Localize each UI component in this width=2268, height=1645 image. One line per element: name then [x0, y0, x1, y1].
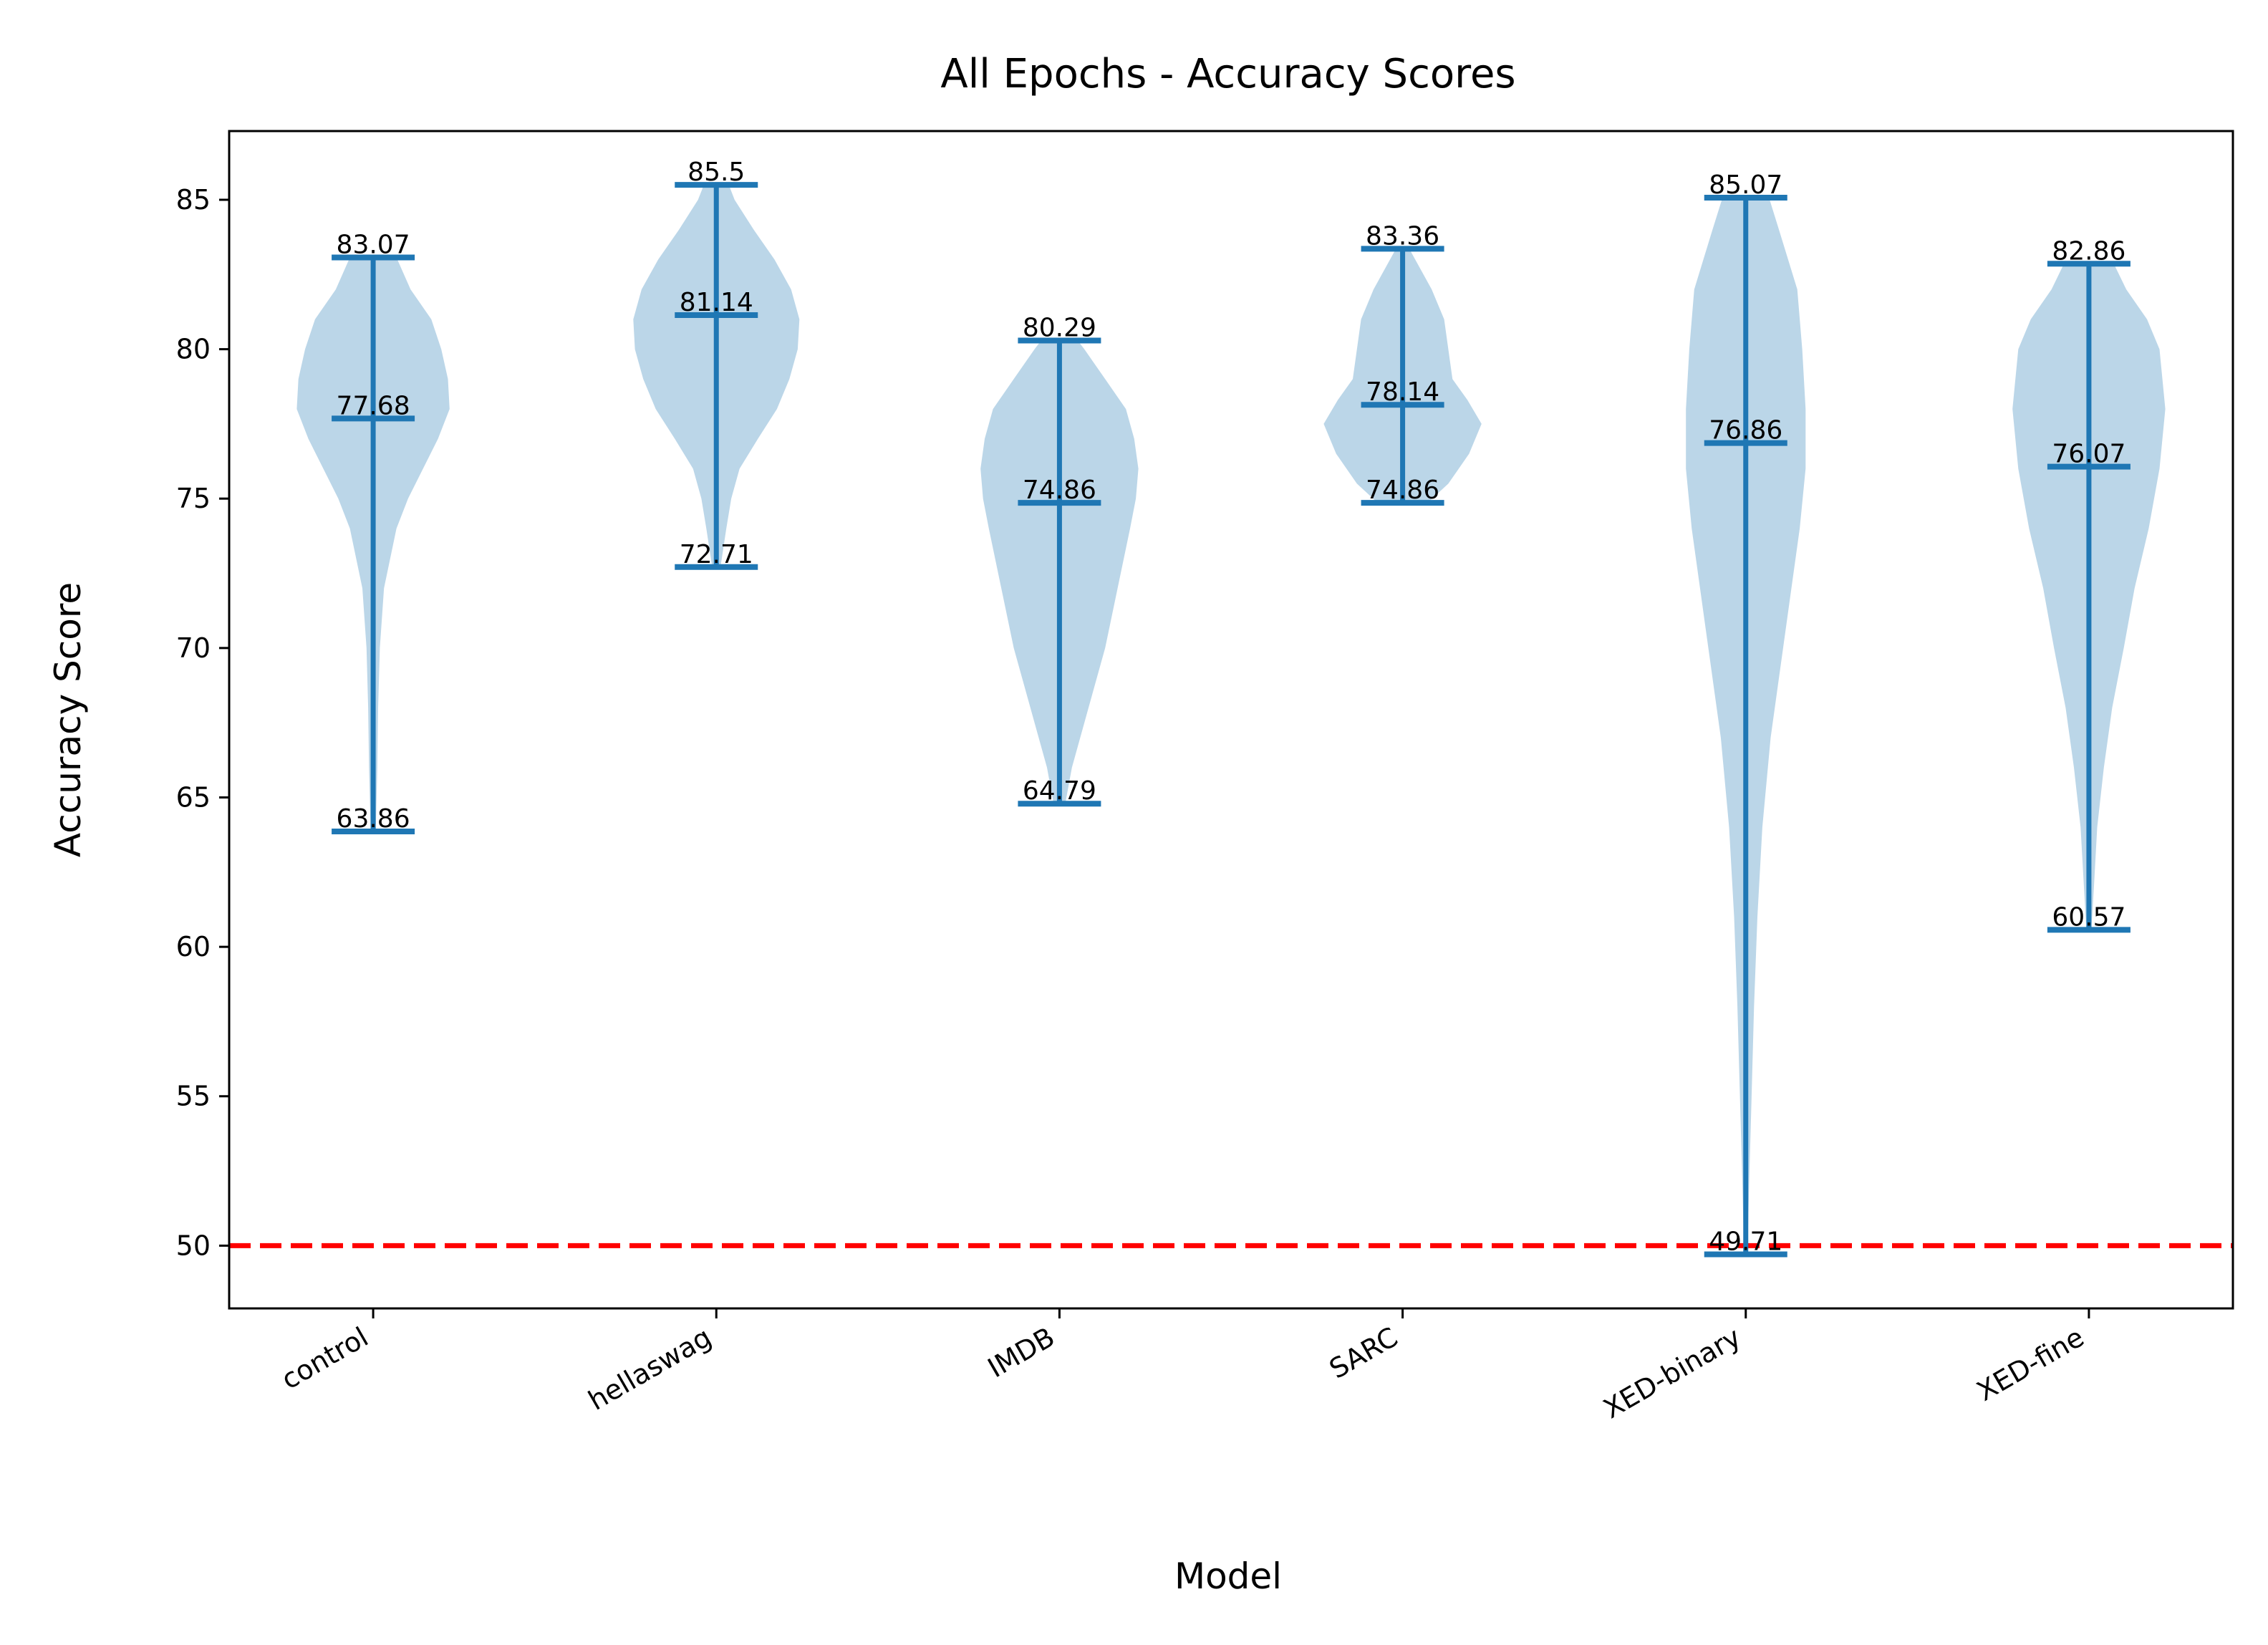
data-label-max: 83.36: [1366, 221, 1439, 251]
y-tick-label: 55: [176, 1081, 211, 1112]
violin-imdb: 80.29 74.86 64.79: [980, 313, 1139, 807]
data-label-max: 83.07: [337, 231, 410, 260]
y-axis-label: Accuracy Score: [47, 582, 89, 857]
x-tick-label: hellaswag: [583, 1321, 717, 1417]
y-tick-label: 70: [176, 632, 211, 664]
y-tick-label: 50: [176, 1230, 211, 1261]
data-label-median: 81.14: [680, 288, 753, 317]
plot-frame: [228, 130, 2234, 1310]
violin-control: 83.07 77.68 63.86: [296, 231, 450, 835]
data-label-median: 76.86: [1709, 416, 1782, 445]
data-label-max: 85.07: [1709, 170, 1782, 200]
violin-xed-binary: 85.07 76.86 49.71: [1686, 170, 1806, 1258]
data-label-max: 85.5: [687, 158, 745, 187]
violin-sarc: 83.36 78.14 74.86: [1323, 221, 1482, 506]
plot-area: 83.07 77.68 63.86 85.5 81.14 72.71 80.29 74.86 6…: [176, 130, 2234, 1425]
data-label-median: 74.86: [1023, 476, 1096, 505]
data-label-min: 63.86: [337, 804, 410, 834]
data-label-max: 80.29: [1023, 313, 1096, 342]
violin-xed-fine: 82.86 76.07 60.57: [2012, 236, 2166, 933]
data-label-min: 64.79: [1023, 776, 1096, 806]
data-label-min: 74.86: [1366, 476, 1439, 505]
x-tick-label: IMDB: [983, 1321, 1060, 1384]
chart-title: All Epochs - Accuracy Scores: [940, 51, 1515, 97]
y-tick-label: 60: [176, 931, 211, 963]
y-tick-label: 80: [176, 334, 211, 365]
y-tick-label: 65: [176, 781, 211, 813]
data-label-median: 77.68: [337, 391, 410, 420]
data-label-min: 72.71: [680, 540, 753, 569]
x-tick-label: control: [276, 1321, 373, 1396]
x-axis-label: Model: [1174, 1555, 1282, 1597]
data-label-min: 60.57: [2052, 902, 2125, 932]
y-tick-label: 85: [176, 184, 211, 216]
x-tick-label: SARC: [1324, 1321, 1403, 1385]
data-label-median: 78.14: [1366, 377, 1439, 407]
x-tick-label: XED-binary: [1598, 1321, 1747, 1425]
violin-hellaswag: 85.5 81.14 72.71: [633, 158, 800, 570]
y-tick-label: 75: [176, 483, 211, 514]
data-label-min: 49.71: [1709, 1227, 1782, 1256]
data-label-max: 82.86: [2052, 236, 2125, 266]
x-tick-label: XED-fine: [1972, 1321, 2089, 1407]
data-label-median: 76.07: [2052, 440, 2125, 469]
